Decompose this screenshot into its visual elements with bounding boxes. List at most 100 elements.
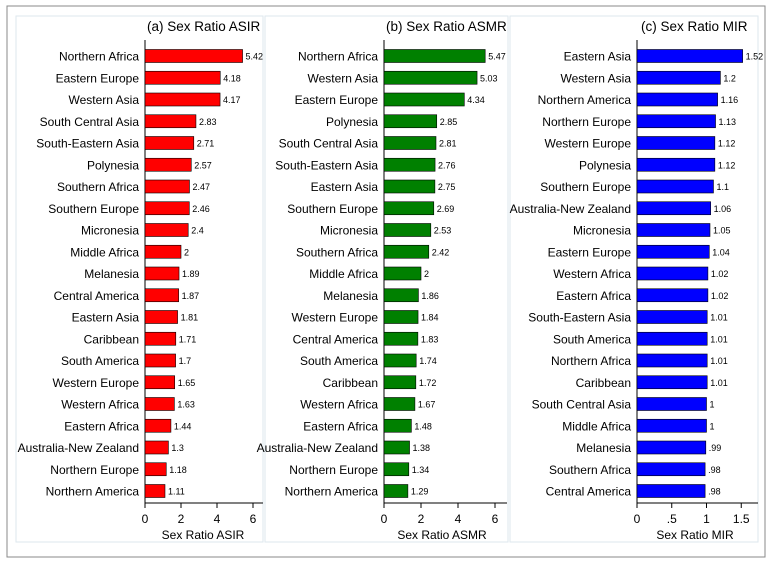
asir-value-label: 2.57 <box>194 160 212 170</box>
asmr-value-label: 1.72 <box>419 378 437 388</box>
asir-bar <box>144 288 179 303</box>
asmr-category-label: Central America <box>293 332 379 346</box>
asmr-category-label: Western Africa <box>300 398 378 412</box>
asir-value-label: 1.3 <box>171 443 184 453</box>
mir-category-label: South-Eastern Asia <box>528 311 631 325</box>
asmr-category-label: Melanesia <box>323 289 378 303</box>
panel-asmr-x-label: Sex Ratio ASMR <box>397 528 487 542</box>
asmr-value-label: 2.81 <box>439 139 457 149</box>
asir-x-tick-label: 4 <box>214 512 221 526</box>
asmr-category-label: Northern Europe <box>289 463 378 477</box>
mir-bar <box>636 484 706 498</box>
mir-bar <box>636 179 714 194</box>
mir-bar <box>636 114 716 129</box>
asmr-value-label: 5.47 <box>488 52 506 62</box>
asmr-bar <box>383 244 430 259</box>
mir-category-label: Western Africa <box>553 267 631 281</box>
asmr-value-label: 2 <box>424 269 429 279</box>
mir-bar <box>636 157 716 172</box>
asmr-value-label: 2.69 <box>437 204 455 214</box>
mir-value-label: 1 <box>710 421 715 431</box>
asir-category-label: Polynesia <box>87 158 139 172</box>
mir-value-label: 1.1 <box>716 182 729 192</box>
mir-bar <box>636 244 710 259</box>
asir-category-label: Northern Europe <box>50 463 139 477</box>
panel-asir-category-labels: Northern Africa Eastern Europe Western Asi… <box>18 50 140 499</box>
asmr-category-label: Eastern Asia <box>311 180 379 194</box>
mir-bar <box>636 49 743 63</box>
asir-value-label: 1.89 <box>182 269 200 279</box>
asir-bar <box>144 201 190 216</box>
asir-category-label: Western Africa <box>61 398 139 412</box>
mir-value-label: 1.01 <box>710 378 728 388</box>
asir-bar <box>144 157 192 172</box>
mir-bar <box>636 70 721 85</box>
asir-bar <box>144 266 180 281</box>
asmr-bar <box>383 375 417 390</box>
mir-category-label: Eastern Africa <box>556 289 631 303</box>
asir-category-label: Eastern Asia <box>72 311 140 325</box>
asmr-bar <box>383 440 410 455</box>
mir-bar <box>636 266 709 281</box>
asir-value-label: 2.46 <box>192 204 210 214</box>
asmr-value-label: 1.38 <box>413 443 431 453</box>
asmr-value-label: 5.03 <box>480 73 498 83</box>
mir-x-tick-label: 0 <box>634 512 641 526</box>
asmr-category-label: South Central Asia <box>279 137 379 151</box>
mir-category-label: Western Asia <box>561 71 632 85</box>
asir-bar <box>144 331 177 346</box>
asir-value-label: 1.87 <box>182 291 200 301</box>
panel-mir-bars <box>636 49 743 498</box>
mir-value-label: 1.01 <box>710 334 728 344</box>
asmr-bar <box>383 418 412 433</box>
asir-category-label: Caribbean <box>84 332 139 346</box>
panel-asmr-value-labels: 5.47 5.03 4.34 2.85 2.81 2.76 2.75 2.69 2.53 2.42… <box>411 52 506 497</box>
panel-mir: (c) Sex Ratio MIR Sex Ratio MIR Eastern … <box>509 15 763 543</box>
asmr-x-tick-label: 2 <box>418 512 425 526</box>
asmr-value-label: 2.76 <box>438 160 456 170</box>
asir-value-label: 1.7 <box>179 356 192 366</box>
panel-asmr-box <box>264 15 509 543</box>
asir-category-label: Western Europe <box>53 376 140 390</box>
panel-asir-bars <box>144 49 243 498</box>
asir-x-tick-label: 2 <box>178 512 185 526</box>
asmr-value-label: 4.34 <box>467 95 485 105</box>
asmr-value-label: 1.86 <box>421 291 439 301</box>
asmr-bar <box>383 288 419 303</box>
asmr-x-tick-label: 4 <box>455 512 462 526</box>
asir-bar <box>144 375 176 390</box>
panel-mir-value-labels: 1.52 1.2 1.16 1.13 1.12 1.12 1.1 1.06 1.05 1.04 1.… <box>708 52 763 497</box>
mir-bar <box>636 397 707 411</box>
mir-value-label: .99 <box>709 443 722 453</box>
asir-category-label: Northern America <box>46 485 140 499</box>
asir-category-label: Australia-New Zealand <box>18 441 139 455</box>
asir-bar <box>144 70 221 85</box>
asmr-category-label: Eastern Africa <box>303 419 378 433</box>
asmr-category-label: Northern Africa <box>298 50 378 64</box>
asir-bar <box>144 353 176 368</box>
mir-category-label: Northern Africa <box>551 354 631 368</box>
asmr-category-label: Middle Africa <box>309 267 378 281</box>
mir-x-tick-label: 1 <box>703 512 710 526</box>
mir-bar <box>636 440 707 455</box>
asir-category-label: Eastern Europe <box>56 71 140 85</box>
asmr-category-label: Eastern Europe <box>295 93 379 107</box>
asir-bar <box>144 418 172 433</box>
panel-asir-title: (a) Sex Ratio ASIR <box>147 19 261 34</box>
mir-category-label: Central America <box>546 485 632 499</box>
mir-bar <box>636 310 708 324</box>
asmr-bar <box>383 92 465 107</box>
asir-category-label: Melanesia <box>84 267 139 281</box>
mir-value-label: 1.13 <box>719 117 737 127</box>
panel-mir-x-label: Sex Ratio MIR <box>656 528 734 542</box>
asir-value-label: 1.11 <box>168 487 185 497</box>
mir-category-label: Australia-New Zealand <box>510 202 631 216</box>
asir-category-label: Northern Africa <box>59 50 139 64</box>
panel-mir-ticks: 0 .5 1 1.5 <box>634 503 750 526</box>
asir-value-label: 2.71 <box>197 139 215 149</box>
asir-bar <box>144 484 166 498</box>
mir-value-label: .98 <box>708 465 721 475</box>
mir-value-label: 1.01 <box>710 356 728 366</box>
asmr-bar <box>383 70 478 85</box>
